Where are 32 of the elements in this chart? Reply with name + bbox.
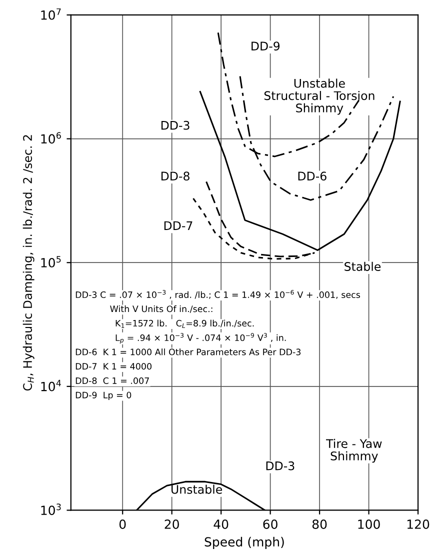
annotation: DD-6 K 1 = 1000 All Other Parameters As Per DD-3 — [76, 348, 301, 356]
annotation: DD-7 K 1 = 4000 — [76, 363, 152, 370]
annotation: Tire - Yaw Shimmy — [326, 438, 382, 463]
series-label: DD-8 — [161, 172, 190, 181]
x-tick-label: 120 — [407, 519, 430, 529]
annotation: Unstable Structural - Torsion Shimmy — [264, 78, 374, 115]
annotation: DD-9 Lp = 0 — [76, 392, 132, 400]
x-tick-label: 100 — [358, 519, 380, 529]
text: DD-9 — [252, 42, 280, 51]
x-tick-label: 60 — [263, 519, 278, 529]
y-tick-label: 10$^{3}$ — [41, 504, 61, 516]
y-tick-label: 10$^{7}$ — [41, 8, 61, 20]
y-tick-label: 10$^{4}$ — [41, 380, 61, 392]
annotation: With V Units Of in./sec.: — [110, 305, 212, 313]
text: L$_{p}$ = .94 × 10$^{−3}$ V - .074 × 10$^{−9}$ V$^{3}$ , in. — [116, 333, 286, 344]
text: DD-3 — [266, 461, 294, 470]
y-tick-label: 10$^{5}$ — [41, 256, 61, 268]
x-tick-label: 40 — [214, 519, 228, 529]
series-label: DD-7 — [164, 221, 192, 230]
y-tick-label: 10$^{6}$ — [41, 132, 61, 144]
series-label: DD-6 — [298, 172, 326, 181]
annotation: DD-8 C 1 = .007 — [76, 377, 149, 384]
annotation: DD-3 C = .07 × 10$^{−3}$ , rad. /lb.; C 1 = 1.49 × 10$^{−6}$ V + .001, secs — [76, 290, 360, 299]
annotation: Stable — [344, 262, 381, 271]
x-tick-label: 20 — [164, 519, 179, 529]
x-tick-label: 80 — [312, 519, 327, 529]
x-tick-label: 0 — [119, 519, 126, 529]
annotation: Unstable — [172, 484, 222, 494]
x-axis-title: Speed (mph) — [204, 536, 284, 550]
series-label: DD-3 — [161, 120, 190, 130]
annotation: K$_{1}$=1572 lb. C$_{L}$=8.9 lb./in./sec. — [116, 320, 254, 328]
y-axis-title: C$_{H}$, Hydraulic Damping, in. lb./rad. 2 /sec. 2 — [22, 135, 34, 391]
